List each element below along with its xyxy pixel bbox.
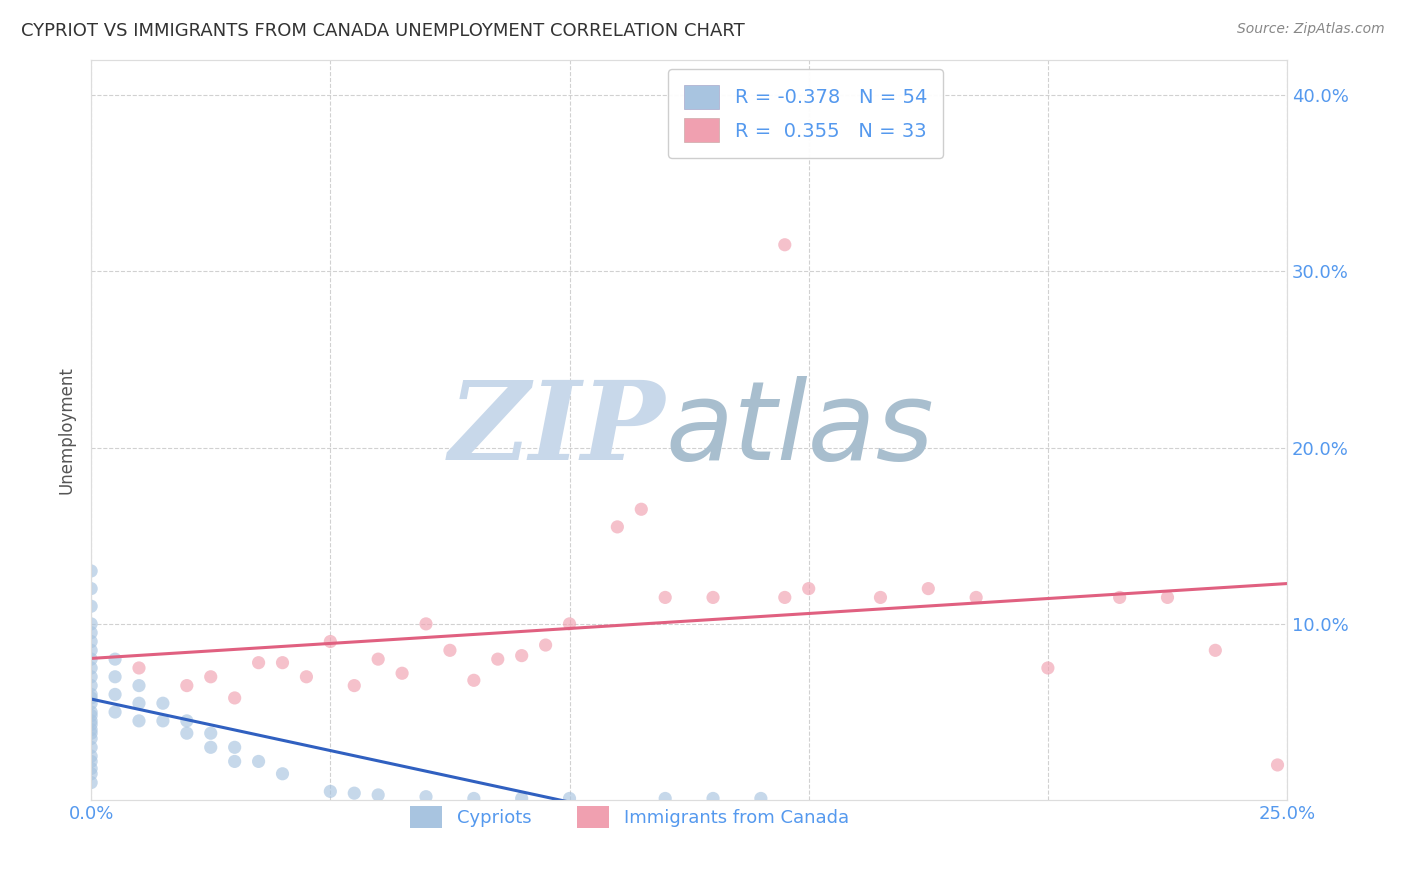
Point [80,740,103,755]
Point [343,786,366,800]
Point [200,740,222,755]
Point [415,789,437,804]
Point [319,634,342,648]
Point [510,791,533,805]
Point [343,679,366,693]
Point [917,582,939,596]
Point [176,679,198,693]
Point [1108,591,1130,605]
Text: CYPRIOT VS IMMIGRANTS FROM CANADA UNEMPLOYMENT CORRELATION CHART: CYPRIOT VS IMMIGRANTS FROM CANADA UNEMPL… [21,22,745,40]
Point [654,591,676,605]
Point [80,690,103,705]
Point [224,755,246,769]
Point [128,714,150,728]
Point [224,690,246,705]
Point [80,679,103,693]
Point [80,775,103,789]
Point [80,652,103,666]
Point [104,705,127,719]
Point [80,670,103,684]
Point [295,670,318,684]
Point [367,788,389,802]
Point [773,237,796,252]
Point [749,791,772,805]
Point [80,705,103,719]
Point [319,784,342,798]
Point [702,591,724,605]
Point [247,755,270,769]
Point [128,696,150,710]
Point [80,755,103,769]
Point [80,582,103,596]
Point [391,666,413,681]
Y-axis label: Unemployment: Unemployment [58,366,75,494]
Point [606,520,628,534]
Point [869,591,891,605]
Point [80,726,103,740]
Point [271,766,294,780]
Point [702,791,724,805]
Point [176,714,198,728]
Point [80,723,103,737]
Point [152,696,174,710]
Point [80,687,103,701]
Point [463,791,485,805]
Point [1036,661,1059,675]
Point [510,648,533,663]
Point [176,726,198,740]
Point [80,599,103,614]
Point [104,670,127,684]
Point [486,652,509,666]
Point [80,643,103,657]
Point [80,564,103,578]
Point [80,634,103,648]
Point [773,591,796,605]
Point [80,762,103,776]
Point [80,717,103,731]
Point [80,616,103,631]
Point [80,714,103,728]
Point [415,616,437,631]
Point [1156,591,1178,605]
Text: atlas: atlas [665,376,934,483]
Point [247,656,270,670]
Point [271,656,294,670]
Point [1204,643,1226,657]
Point [439,643,461,657]
Point [367,652,389,666]
Point [1267,758,1289,772]
Point [80,625,103,640]
Point [104,652,127,666]
Point [558,791,581,805]
Point [965,591,987,605]
Legend: Cypriots, Immigrants from Canada: Cypriots, Immigrants from Canada [402,799,856,836]
Point [200,726,222,740]
Point [128,661,150,675]
Point [630,502,652,516]
Point [80,766,103,780]
Point [224,740,246,755]
Point [200,670,222,684]
Point [654,791,676,805]
Point [797,582,820,596]
Text: Source: ZipAtlas.com: Source: ZipAtlas.com [1237,22,1385,37]
Point [80,731,103,746]
Point [104,687,127,701]
Text: ZIP: ZIP [449,376,665,483]
Point [534,638,557,652]
Point [128,679,150,693]
Point [80,708,103,723]
Point [80,661,103,675]
Point [463,673,485,688]
Point [558,616,581,631]
Point [80,749,103,764]
Point [80,696,103,710]
Point [152,714,174,728]
